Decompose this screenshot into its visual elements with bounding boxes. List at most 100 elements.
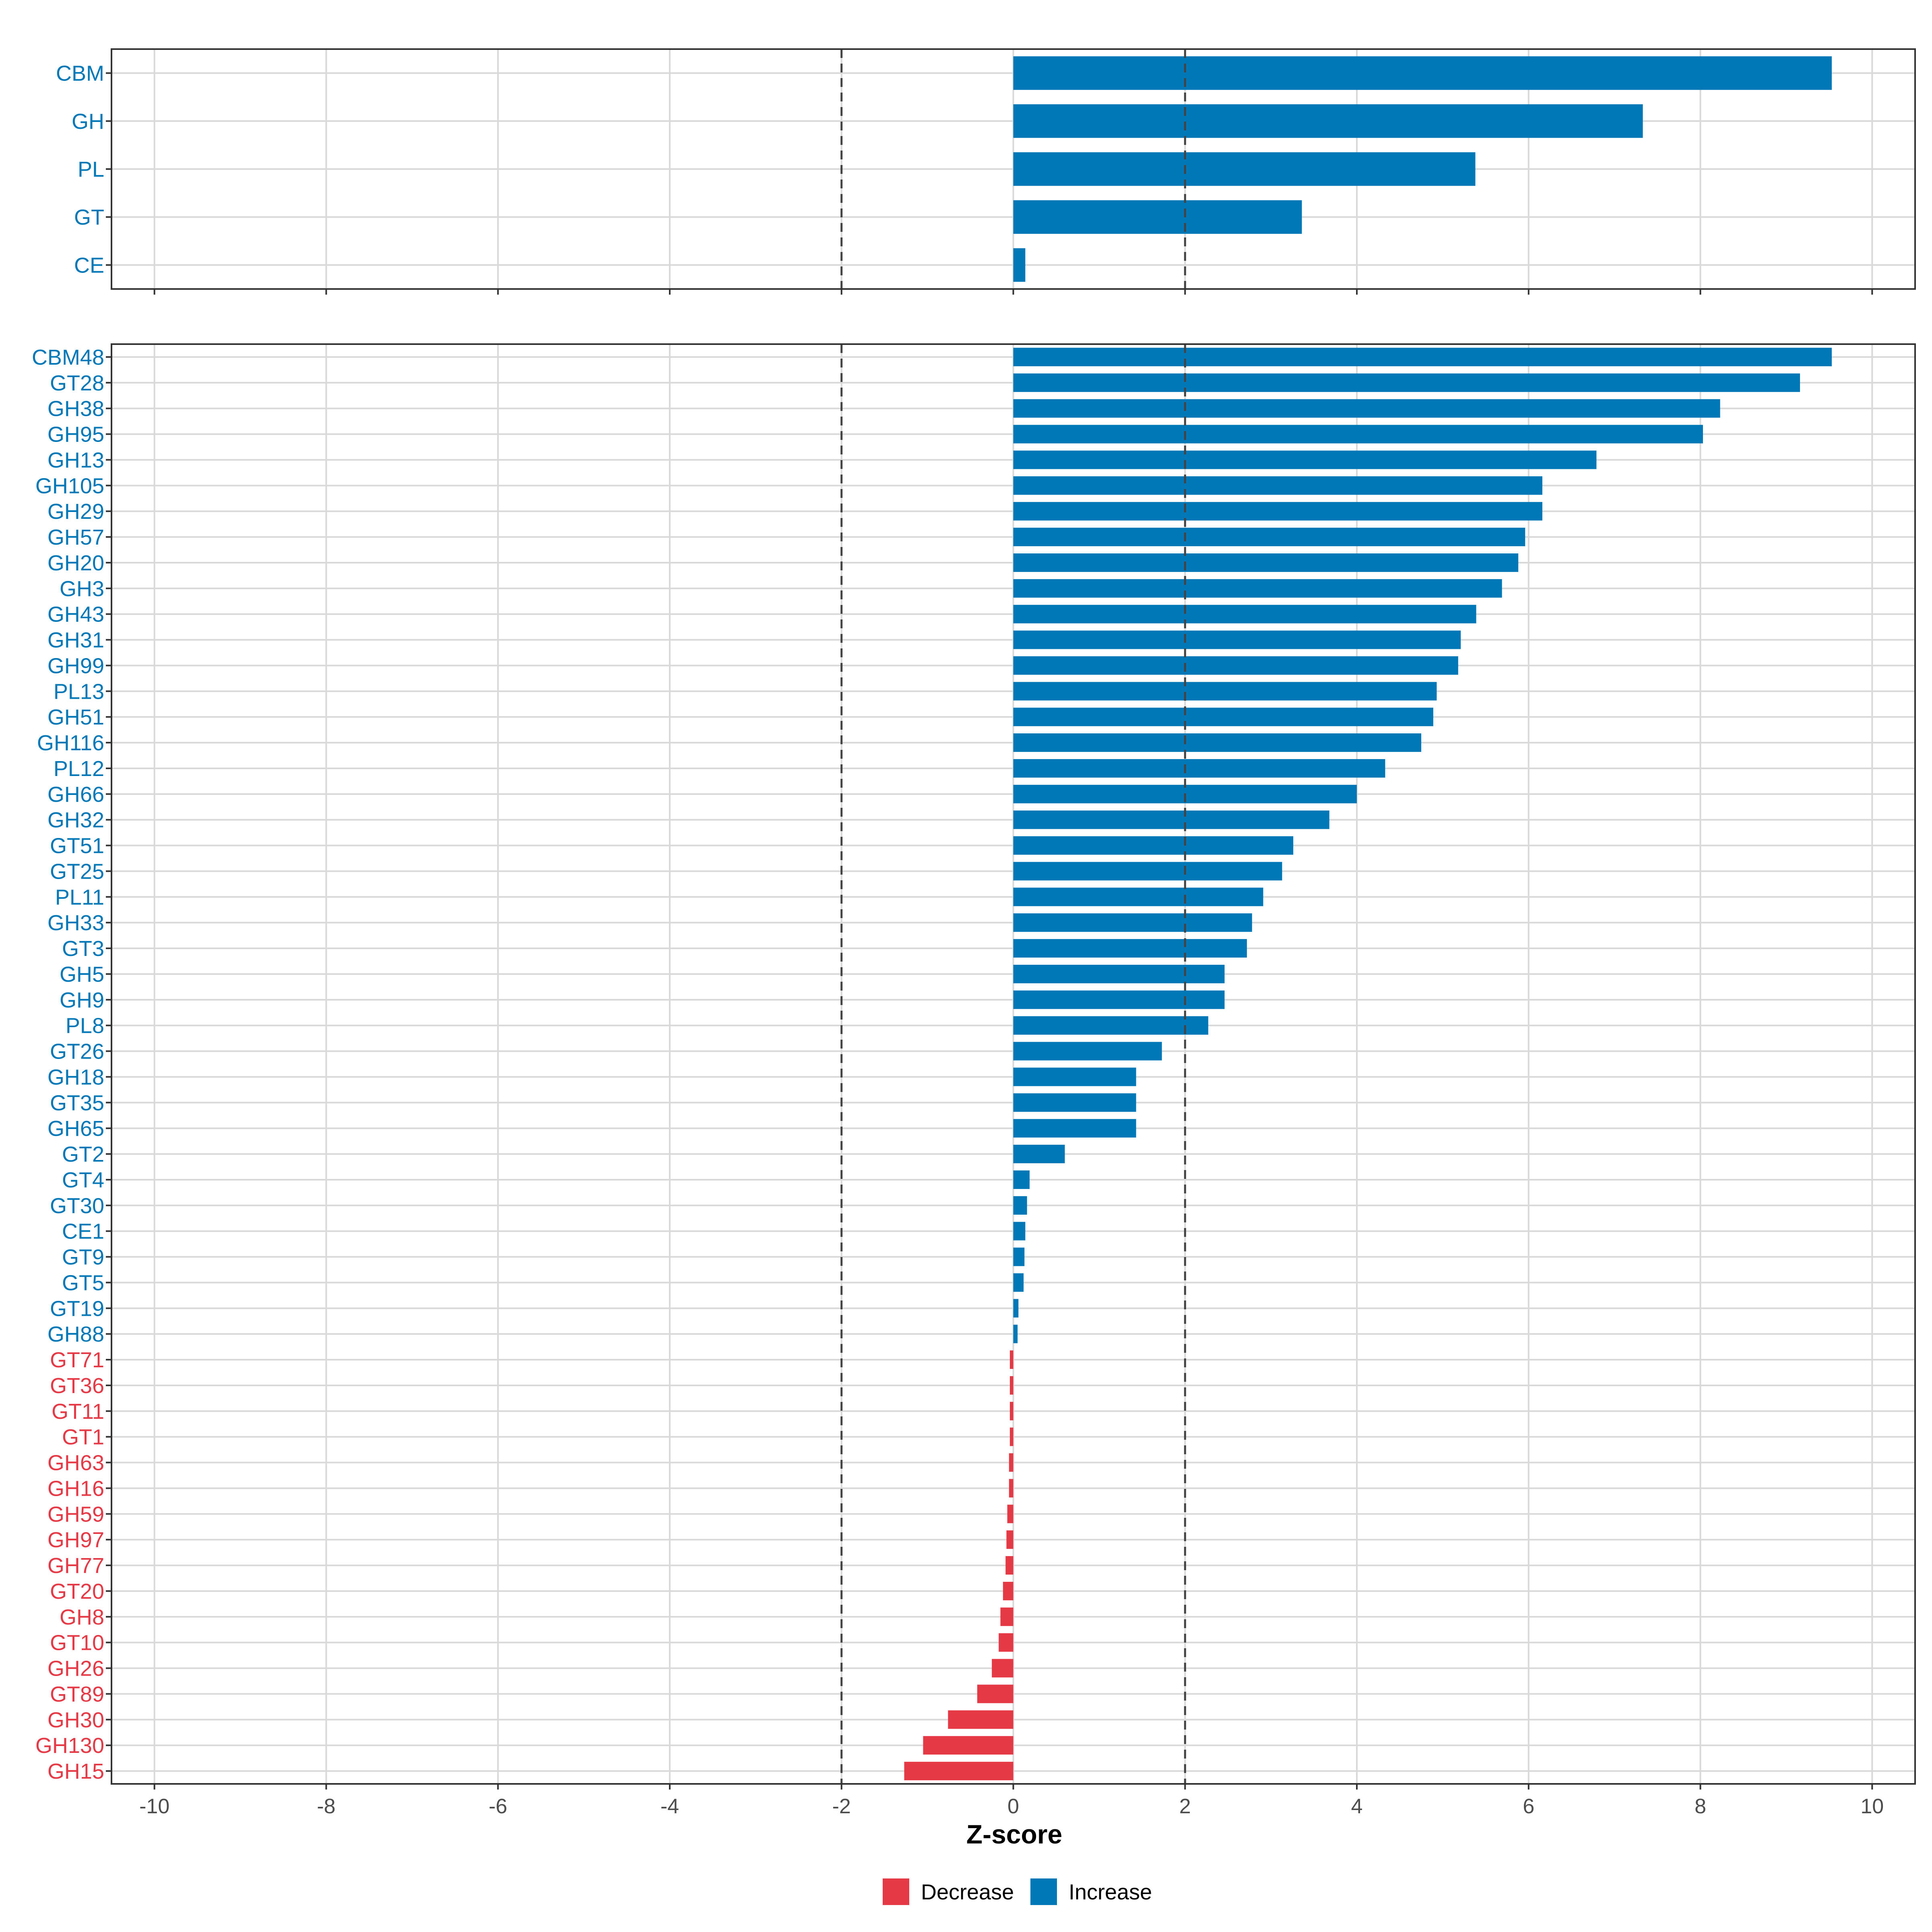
bar-gt11 xyxy=(1009,1402,1013,1420)
y-tick-label: GH95 xyxy=(47,423,104,447)
bar-gh26 xyxy=(992,1659,1013,1678)
y-tick-label: GH15 xyxy=(47,1759,104,1783)
y-tick-label: GH13 xyxy=(47,448,104,472)
y-tick-label: GH18 xyxy=(47,1065,104,1089)
y-tick-label: PL11 xyxy=(55,885,104,909)
bar-gt2 xyxy=(1013,1145,1065,1164)
y-tick-label: GT30 xyxy=(50,1194,104,1218)
x-tick-label: 0 xyxy=(1007,1795,1019,1818)
y-tick-label: GH29 xyxy=(47,500,104,524)
y-tick-label: GH38 xyxy=(47,397,104,421)
y-tick-label: GH99 xyxy=(47,654,104,678)
bar-gh43 xyxy=(1013,605,1476,623)
bar-gh32 xyxy=(1013,810,1329,829)
bar-gt10 xyxy=(999,1633,1013,1652)
y-tick-label: GH63 xyxy=(47,1451,104,1475)
bar-gh38 xyxy=(1013,399,1720,418)
top-panel: CBM GH PL GT CE xyxy=(56,48,1916,295)
x-tick-label: 8 xyxy=(1695,1795,1706,1818)
bar-cbm xyxy=(1013,56,1832,90)
bar-gt35 xyxy=(1013,1093,1136,1112)
y-tick-label: GH66 xyxy=(47,782,104,807)
bar-gt28 xyxy=(1013,373,1800,392)
y-tick-label: GT20 xyxy=(50,1579,104,1604)
legend-label-increase: Increase xyxy=(1069,1880,1152,1904)
bar-gt89 xyxy=(977,1684,1013,1703)
y-tick-label: GH30 xyxy=(47,1708,104,1732)
bar-gt1 xyxy=(1009,1427,1013,1446)
y-tick-label: GH116 xyxy=(37,731,104,755)
x-tick-label: -10 xyxy=(139,1795,169,1818)
bar-gh16 xyxy=(1009,1479,1013,1498)
y-tick-label: GT10 xyxy=(50,1631,104,1655)
x-tick-label: -4 xyxy=(661,1795,679,1818)
y-tick-label: GH16 xyxy=(47,1476,104,1501)
bar-pl13 xyxy=(1013,682,1437,701)
bar-gh88 xyxy=(1013,1325,1018,1344)
y-tick-label: GT25 xyxy=(50,859,104,883)
y-tick-label: GH8 xyxy=(60,1605,104,1629)
y-tick-label: GT11 xyxy=(52,1399,104,1424)
bar-gh51 xyxy=(1013,708,1433,727)
bar-gt xyxy=(1013,200,1302,234)
bar-gt5 xyxy=(1013,1273,1024,1292)
bar-gh xyxy=(1013,104,1643,138)
y-tick-label: GH43 xyxy=(47,603,104,627)
bar-pl xyxy=(1013,152,1476,186)
bar-gt9 xyxy=(1013,1247,1025,1266)
bar-gh13 xyxy=(1013,450,1597,469)
bar-gt71 xyxy=(1009,1350,1013,1369)
x-tick-label: -8 xyxy=(317,1795,335,1818)
y-tick-label: GT5 xyxy=(62,1271,104,1295)
y-tick-label: GH9 xyxy=(60,988,104,1012)
y-tick-label: GH130 xyxy=(35,1734,104,1758)
bar-gt4 xyxy=(1013,1170,1030,1189)
y-tick-label: GH32 xyxy=(47,808,104,832)
bottom-panel: CBM48GT28GH38GH95GH13GH105GH29GH57GH20GH… xyxy=(32,343,1916,1790)
bar-pl12 xyxy=(1013,759,1385,778)
y-tick-label: GT9 xyxy=(62,1245,104,1269)
y-tick-label: CE xyxy=(74,253,104,277)
y-tick-label: GT71 xyxy=(50,1348,104,1372)
bar-gh30 xyxy=(948,1710,1013,1729)
legend: Decrease Increase xyxy=(883,1878,1152,1905)
y-tick-label: GT3 xyxy=(62,937,104,961)
legend-key-increase xyxy=(1030,1878,1057,1905)
y-tick-label: GH97 xyxy=(47,1528,104,1552)
x-tick-label: -2 xyxy=(832,1795,851,1818)
bar-gh95 xyxy=(1013,425,1703,444)
x-tick-label: 10 xyxy=(1860,1795,1884,1818)
y-tick-label: PL8 xyxy=(66,1014,104,1038)
bar-gt36 xyxy=(1009,1376,1013,1395)
y-tick-label: GT1 xyxy=(62,1425,104,1449)
bar-gh31 xyxy=(1013,630,1461,649)
y-tick-label: CBM xyxy=(56,62,104,86)
y-tick-label: CE1 xyxy=(62,1220,104,1244)
x-tick-label: 2 xyxy=(1179,1795,1191,1818)
bar-gh130 xyxy=(923,1736,1013,1755)
y-tick-label: GT xyxy=(74,205,104,229)
bar-ce xyxy=(1013,248,1026,282)
bar-gh57 xyxy=(1013,528,1525,547)
bar-pl8 xyxy=(1013,1016,1208,1035)
bar-gh77 xyxy=(1005,1556,1013,1575)
bar-gh15 xyxy=(904,1762,1013,1781)
y-tick-label: GH88 xyxy=(47,1322,104,1346)
bar-gt25 xyxy=(1013,862,1282,881)
bar-gt3 xyxy=(1013,939,1247,958)
bar-gh3 xyxy=(1013,579,1502,598)
bar-gh105 xyxy=(1013,476,1542,495)
y-tick-label: GH5 xyxy=(60,962,104,987)
y-tick-label: GT19 xyxy=(50,1296,104,1321)
bar-ce1 xyxy=(1013,1222,1026,1241)
x-axis-title: Z-score xyxy=(966,1819,1062,1849)
y-tick-label: GT28 xyxy=(50,371,104,395)
y-tick-label: GH26 xyxy=(47,1657,104,1681)
bar-gt51 xyxy=(1013,836,1294,855)
y-tick-label: GH3 xyxy=(60,577,104,601)
y-tick-label: GH33 xyxy=(47,911,104,935)
bar-gh9 xyxy=(1013,990,1225,1009)
y-tick-label: GT89 xyxy=(50,1682,104,1706)
bar-cbm48 xyxy=(1013,347,1832,366)
